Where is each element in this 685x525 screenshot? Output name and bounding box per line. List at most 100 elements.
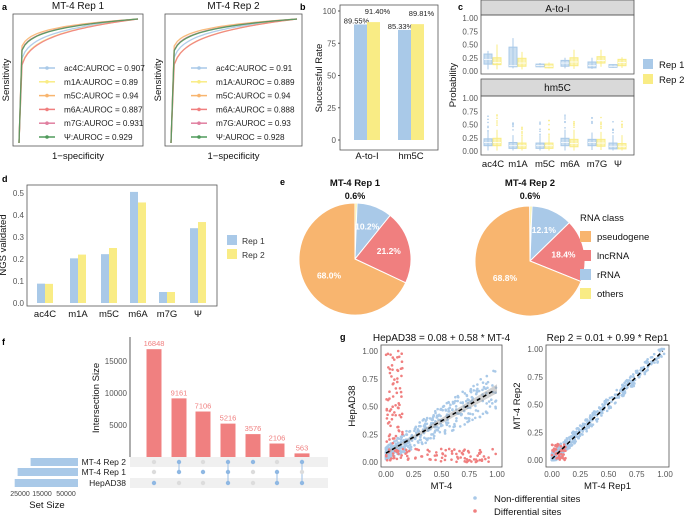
matrix-dot	[250, 480, 256, 486]
bar-rep1	[101, 254, 109, 303]
roc-legend-label: m6A:AUROC = 0.888	[216, 105, 295, 114]
pie-slice-pseudogene	[474, 205, 582, 317]
intersection-bar	[195, 411, 211, 457]
matrix-dot	[299, 469, 305, 475]
non-differential-point	[395, 439, 398, 442]
differential-point	[394, 434, 398, 438]
roc-curve-psi	[18, 18, 139, 144]
boxplot-rep1	[508, 38, 518, 69]
roc-legend-label: Ψ:AUROC = 0.929	[64, 133, 133, 142]
roc-legend-label: Ψ:AUROC = 0.928	[216, 133, 285, 142]
non-differential-point	[405, 433, 408, 436]
regression-line	[551, 350, 664, 460]
non-differential-point	[431, 432, 435, 436]
differential-point	[460, 451, 464, 455]
non-differential-point	[485, 382, 488, 386]
differential-point	[389, 408, 393, 411]
y-tick-label: 0.3	[13, 233, 25, 242]
roc-legend-label: m6A:AUROC = 0.887	[64, 105, 143, 114]
scatter-ylabel: MT-4 Rep2	[512, 383, 523, 430]
non-differential-point	[596, 410, 599, 413]
non-differential-point	[424, 419, 428, 423]
non-differential-point	[634, 371, 638, 374]
boxplot-rep1	[560, 57, 570, 69]
outlier	[564, 127, 566, 129]
y-tick-label: 5000	[109, 421, 127, 430]
non-differential-point	[455, 419, 458, 423]
differential-point	[397, 452, 400, 456]
non-differential-point	[405, 429, 408, 433]
bar-plot-frame	[26, 184, 218, 307]
differential-point	[389, 457, 393, 460]
non-differential-point	[426, 429, 430, 433]
non-differential-point	[443, 430, 447, 434]
matrix-dot	[200, 459, 206, 465]
differential-point	[476, 454, 479, 457]
x-tick-label: 1.00	[657, 470, 673, 479]
x-tick-label: m5C	[99, 309, 119, 320]
confidence-band	[386, 384, 497, 455]
y-tick-label: 75	[327, 39, 336, 48]
non-differential-point	[454, 395, 457, 399]
differential-point	[392, 454, 395, 458]
non-differential-point	[469, 400, 473, 403]
matrix-dot	[151, 469, 157, 475]
boxplot-rep2	[517, 126, 527, 151]
panel-label-d: d	[2, 174, 8, 184]
non-differential-point	[494, 386, 498, 389]
non-differential-point	[481, 399, 485, 403]
non-differential-point	[439, 422, 443, 425]
boxplot-rep2	[517, 51, 527, 70]
x-tick-label: Ψ	[194, 309, 202, 320]
differential-point	[494, 452, 497, 456]
differential-point	[559, 444, 563, 448]
non-differential-point	[465, 393, 469, 397]
non-differential-point	[400, 436, 404, 439]
non-differential-point	[434, 425, 438, 428]
differential-point	[557, 443, 560, 446]
differential-point	[478, 451, 481, 455]
non-differential-point	[467, 412, 470, 415]
x-tick-label: m7G	[157, 309, 178, 320]
non-differential-point	[629, 384, 633, 388]
non-differential-point	[441, 405, 445, 408]
non-differential-point	[577, 436, 580, 440]
differential-point	[386, 413, 389, 417]
roc-curve-m6A	[18, 18, 139, 144]
differential-point	[428, 450, 431, 453]
legend-label: rRNA	[597, 270, 621, 281]
differential-point	[391, 413, 394, 417]
differential-point	[392, 358, 396, 361]
bar-rep2	[167, 292, 175, 303]
intersection-label: 5216	[220, 414, 237, 423]
non-differential-point	[431, 415, 435, 419]
outlier	[548, 128, 550, 131]
differential-point	[398, 413, 401, 417]
non-differential-point	[593, 410, 597, 413]
roc-legend-label: ac4C:AUROC = 0.91	[216, 64, 293, 73]
non-differential-point	[416, 440, 420, 443]
differential-point	[562, 443, 566, 447]
differential-point	[434, 451, 438, 454]
differential-point	[388, 367, 392, 371]
outlier	[512, 122, 514, 124]
differential-point	[395, 391, 399, 395]
non-differential-point	[565, 440, 569, 444]
boxplot-rep2	[596, 116, 606, 150]
scatter-plot-frame	[380, 344, 503, 468]
differential-point	[400, 395, 403, 398]
non-differential-point	[445, 401, 449, 405]
non-differential-point	[605, 409, 609, 413]
non-differential-point	[410, 439, 414, 442]
non-differential-point	[481, 412, 485, 416]
non-differential-point	[463, 392, 467, 395]
non-differential-point	[584, 419, 587, 422]
non-differential-point	[464, 399, 468, 403]
differential-point	[468, 458, 471, 462]
non-differential-point	[417, 429, 420, 433]
differential-point	[470, 460, 473, 463]
outlier	[600, 122, 602, 125]
non-differential-point	[490, 398, 493, 401]
non-differential-point	[476, 389, 480, 393]
